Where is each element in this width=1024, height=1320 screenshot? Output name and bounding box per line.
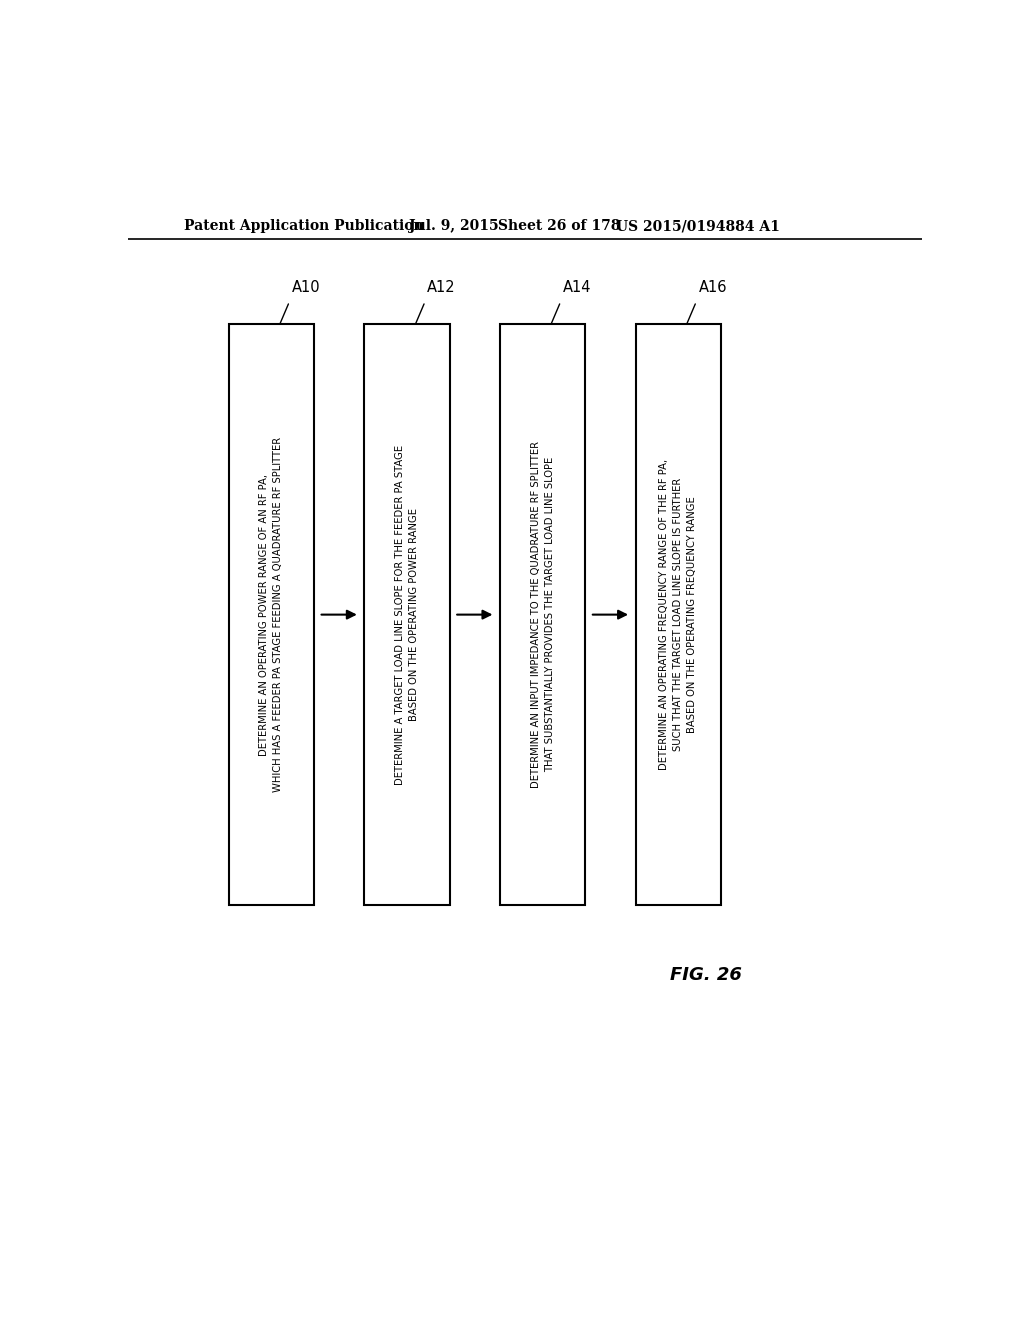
Text: A14: A14 [563, 280, 591, 294]
Text: FIG. 26: FIG. 26 [671, 966, 742, 983]
Text: DETERMINE AN OPERATING FREQUENCY RANGE OF THE RF PA,
SUCH THAT THE TARGET LOAD L: DETERMINE AN OPERATING FREQUENCY RANGE O… [659, 459, 697, 770]
Bar [636, 323, 721, 906]
Text: A16: A16 [698, 280, 727, 294]
Bar [228, 323, 314, 906]
Bar [365, 323, 450, 906]
Bar [500, 323, 586, 906]
Text: DETERMINE AN OPERATING POWER RANGE OF AN RF PA,
WHICH HAS A FEEDER PA STAGE FEED: DETERMINE AN OPERATING POWER RANGE OF AN… [259, 437, 284, 792]
Text: Jul. 9, 2015: Jul. 9, 2015 [409, 219, 498, 234]
Text: A10: A10 [292, 280, 321, 294]
Text: DETERMINE AN INPUT IMPEDANCE TO THE QUADRATURE RF SPLITTER
THAT SUBSTANTIALLY PR: DETERMINE AN INPUT IMPEDANCE TO THE QUAD… [530, 441, 555, 788]
Text: Sheet 26 of 178: Sheet 26 of 178 [499, 219, 621, 234]
Text: US 2015/0194884 A1: US 2015/0194884 A1 [616, 219, 780, 234]
Text: DETERMINE A TARGET LOAD LINE SLOPE FOR THE FEEDER PA STAGE
BASED ON THE OPERATIN: DETERMINE A TARGET LOAD LINE SLOPE FOR T… [395, 445, 419, 784]
Text: A12: A12 [427, 280, 456, 294]
Text: Patent Application Publication: Patent Application Publication [183, 219, 424, 234]
